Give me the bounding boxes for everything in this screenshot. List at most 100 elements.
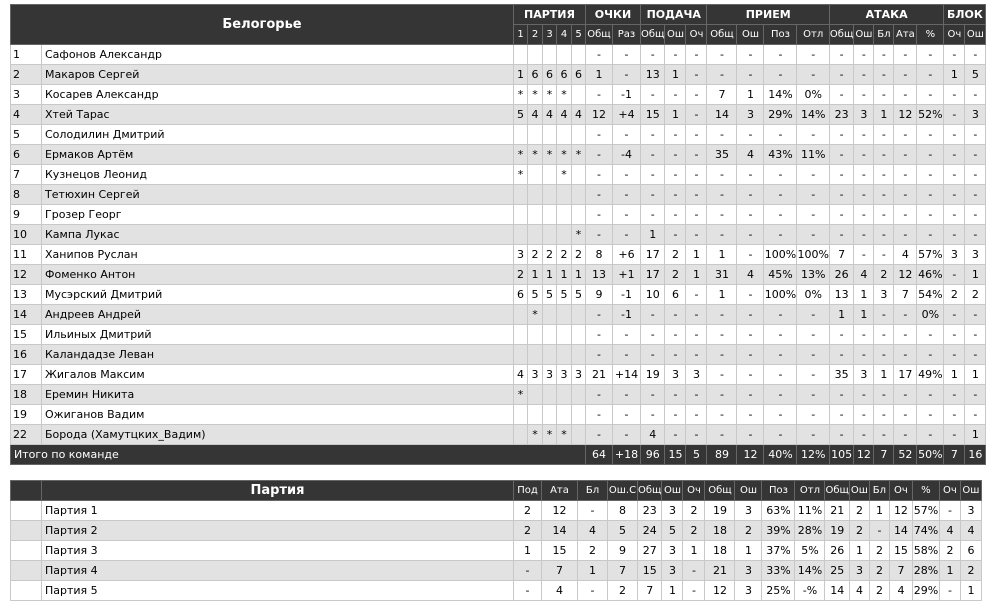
stat-cell: 2 — [664, 244, 687, 265]
total-cell: 12 — [736, 444, 765, 465]
stat-cell — [571, 384, 586, 405]
stat-cell: - — [685, 224, 708, 245]
stat-cell — [556, 224, 572, 245]
table-title: Партия — [41, 480, 514, 501]
stat-cell: - — [943, 344, 966, 365]
stat-cell: 1 — [682, 540, 706, 561]
stat-cell: 4 — [959, 520, 982, 541]
stat-cell: - — [964, 224, 987, 245]
stat-cell: 6 — [664, 284, 687, 305]
stat-cell: 28% — [911, 560, 940, 581]
stat-cell: 15 — [888, 540, 913, 561]
stat-cell: * — [556, 84, 572, 105]
player-number: 9 — [10, 204, 42, 225]
stat-cell: 45% — [763, 264, 798, 285]
stat-cell: 21 — [824, 500, 850, 521]
stat-cell: - — [763, 364, 798, 385]
stat-cell: 18 — [704, 520, 736, 541]
stat-cell — [571, 404, 586, 425]
stat-cell: - — [938, 500, 961, 521]
stat-cell: - — [706, 364, 738, 385]
stat-cell — [527, 404, 543, 425]
stat-cell: 1 — [853, 304, 875, 325]
column-header: Общ — [636, 480, 663, 501]
stat-cell: -1 — [612, 284, 641, 305]
player-row: 15 Ильиных Дмитрий - - - - - - - - - - - - - - - - — [10, 324, 987, 345]
stat-cell: 7 — [893, 284, 918, 305]
stat-cell: 1 — [706, 244, 738, 265]
stat-cell: 2 — [938, 540, 961, 561]
stat-cell: 29% — [763, 104, 798, 125]
team-table: Белогорье ПАРТИЯ ОЧКИ ПОДАЧА ПРИЕМ АТАКА БЛОК 1… — [10, 4, 987, 465]
stat-cell — [513, 304, 528, 325]
stat-cell: - — [916, 424, 945, 445]
stat-cell — [513, 224, 528, 245]
stat-cell: - — [943, 124, 966, 145]
stat-cell: - — [763, 224, 798, 245]
stat-cell: - — [706, 304, 738, 325]
stat-cell: - — [736, 184, 765, 205]
stat-cell: 5% — [794, 540, 826, 561]
stat-cell: - — [943, 84, 966, 105]
column-header: Общ — [639, 24, 666, 45]
stat-cell: 2 — [527, 244, 543, 265]
stat-cell: * — [513, 144, 528, 165]
stat-cell: - — [664, 204, 687, 225]
stat-cell — [527, 44, 543, 65]
stat-cell: - — [612, 184, 641, 205]
stat-cell: - — [916, 184, 945, 205]
player-number: 22 — [10, 424, 42, 445]
stat-cell: - — [639, 164, 666, 185]
stat-cell: 1 — [873, 104, 895, 125]
stat-cell: 3 — [964, 244, 987, 265]
stat-cell: - — [763, 124, 798, 145]
stat-cell: - — [853, 224, 875, 245]
stat-cell: 2 — [682, 500, 706, 521]
stat-cell: - — [853, 404, 875, 425]
player-number: 2 — [10, 64, 42, 85]
stat-cell: - — [893, 404, 918, 425]
stat-cell: - — [639, 184, 666, 205]
stat-cell: - — [796, 124, 830, 145]
stat-cell: 46% — [916, 264, 945, 285]
stat-cell: - — [639, 84, 666, 105]
player-number: 18 — [10, 384, 42, 405]
column-header: Оч — [685, 24, 708, 45]
total-cell: 7 — [873, 444, 895, 465]
stat-cell: 5 — [607, 520, 638, 541]
column-header: Ош — [959, 480, 982, 501]
stat-cell: 4 — [541, 580, 578, 601]
stat-cell: 2 — [943, 284, 966, 305]
total-cell: 89 — [706, 444, 738, 465]
stat-cell: 33% — [761, 560, 796, 581]
stat-cell: - — [828, 324, 855, 345]
stat-cell: - — [612, 344, 641, 365]
stat-cell: - — [943, 164, 966, 185]
stat-cell — [542, 204, 557, 225]
stat-cell — [571, 124, 586, 145]
stat-cell: - — [664, 404, 687, 425]
stat-cell: - — [964, 44, 987, 65]
total-cell: 7 — [943, 444, 966, 465]
stat-cell: 11% — [796, 144, 830, 165]
stat-cell: 3 — [685, 364, 708, 385]
player-number: 4 — [10, 104, 42, 125]
stat-cell: 100% — [796, 244, 830, 265]
stat-cell: * — [556, 424, 572, 445]
stat-cell: 37% — [761, 540, 796, 561]
stat-cell: 13 — [828, 284, 855, 305]
stat-cell: 13 — [585, 264, 613, 285]
stat-cell: - — [964, 84, 987, 105]
stat-cell: - — [964, 384, 987, 405]
blank-header — [10, 480, 42, 501]
stat-cell: 3 — [734, 500, 763, 521]
stat-cell: 1 — [868, 500, 890, 521]
stat-cell: - — [853, 64, 875, 85]
stat-cell: - — [893, 424, 918, 445]
stat-cell: 12 — [893, 104, 918, 125]
player-name: Ильиных Дмитрий — [41, 324, 514, 345]
stat-cell: - — [893, 164, 918, 185]
stat-cell: 0% — [796, 84, 830, 105]
stat-cell: - — [706, 184, 738, 205]
